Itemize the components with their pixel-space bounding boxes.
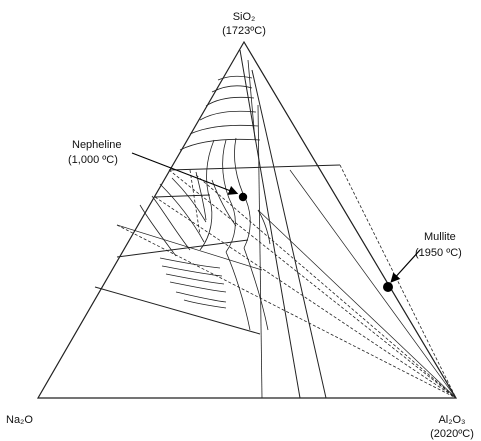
mullite-label: Mullite <box>424 231 456 243</box>
nepheline-point <box>238 192 248 202</box>
mullite-arrow <box>390 249 421 283</box>
corner-sio2-temp: (1723ºC) <box>222 25 266 37</box>
band-lines <box>94 164 341 335</box>
mullite-point <box>383 282 393 292</box>
corner-na2o-formula: Na₂O <box>6 414 33 426</box>
nepheline-callout: Nepheline (1,000 ºC) <box>68 139 248 202</box>
corner-al2o3-temp: (2020ºC) <box>430 428 474 440</box>
nepheline-label: Nepheline <box>72 139 122 151</box>
isotherm-curves <box>139 75 271 331</box>
mullite-callout: Mullite (1950 ºC) <box>383 231 462 292</box>
vertical-band <box>239 49 327 399</box>
mullite-temp: (1950 ºC) <box>415 247 462 259</box>
tie-lines <box>116 41 457 399</box>
corner-sio2-formula: SiO₂ <box>233 11 256 23</box>
nepheline-temp: (1,000 ºC) <box>68 154 118 166</box>
corner-al2o3-formula: Al₂O₃ <box>438 414 465 426</box>
nepheline-arrow <box>131 152 239 195</box>
